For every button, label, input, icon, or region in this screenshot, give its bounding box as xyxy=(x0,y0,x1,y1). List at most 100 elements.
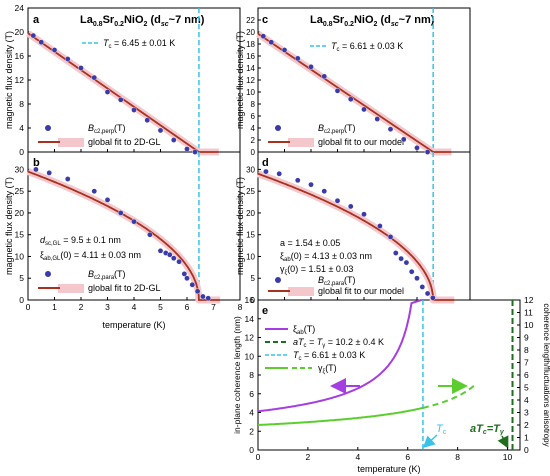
panel-b-ytick-label: 25 xyxy=(15,186,25,196)
panel-e-ytick-left-label: 14 xyxy=(245,314,255,324)
panel-e-ytick-left-label: 12 xyxy=(245,333,255,343)
panel-c-letter: c xyxy=(262,14,268,26)
left-ylabel-top: magnetic flux density (T) xyxy=(4,31,14,129)
panel-d-legend-dot xyxy=(275,277,281,283)
panel-b-xtick-label: 6 xyxy=(185,302,190,312)
panel-a-data-point xyxy=(184,146,190,152)
panel-b-data-point xyxy=(200,293,206,300)
panel-d-data-point xyxy=(398,255,404,262)
panel-c-legend-band xyxy=(288,138,314,147)
panel-d-ytick-label: 10 xyxy=(246,252,255,261)
panel-e-ylabel-left: in-plane coherence length (nm) xyxy=(232,316,242,434)
panel-c: c La0.8Sr0.2NiO2 (dsc~7 nm) Tc = 6.61 ± … xyxy=(257,7,471,153)
panel-c-ytick-label: 18 xyxy=(246,40,255,49)
panel-c-data-point xyxy=(294,55,301,62)
panel-b-legend-dot xyxy=(45,271,51,277)
panel-e-legend-gamma-label: γξ(T) xyxy=(318,363,337,375)
panel-a-data-point xyxy=(131,107,137,113)
panel-e-ytick-left-label: 8 xyxy=(249,370,254,380)
panel-d-data-point xyxy=(419,284,426,290)
panel-c-ytick-label: 22 xyxy=(246,16,255,25)
panel-b-annotation-xi: ξab,GL(0) = 4.11 ± 0.03 nm xyxy=(40,250,141,262)
panel-c-data-point xyxy=(374,116,381,122)
panel-e-ytick-right-label: 2 xyxy=(524,420,529,430)
panel-c-data-point xyxy=(387,126,394,132)
panel-a-frame xyxy=(27,7,241,153)
panel-d-data-point xyxy=(334,197,341,204)
panel-a-ytick-label: 12 xyxy=(15,75,25,85)
panel-b-ytick-label: 20 xyxy=(15,208,25,218)
panel-c-data-point xyxy=(321,73,328,80)
panel-e-ytick-right-label: 10 xyxy=(524,320,534,330)
panel-a-ytick-label: 0 xyxy=(19,147,24,157)
panel-c-data-point xyxy=(361,106,367,113)
panel-b-xtick-label: 7 xyxy=(211,302,216,312)
panel-c-fit-band xyxy=(256,30,452,156)
panel-d-data-point xyxy=(321,188,328,194)
panel-a-ytick-label: 24 xyxy=(15,3,25,13)
panel-b-xtick-label: 2 xyxy=(79,302,84,312)
panel-e-xtick-label: 2 xyxy=(306,452,311,462)
panel-d-data-point xyxy=(414,275,420,282)
panel-a-data-point xyxy=(64,56,71,62)
panel-c-ytick-label: 6 xyxy=(251,112,256,121)
panel-e-xtick-label: 6 xyxy=(405,452,410,462)
panel-e-letter: e xyxy=(262,305,268,317)
panel-b-legend-band xyxy=(58,284,84,293)
panel-a-data-point xyxy=(104,89,111,95)
panel-b-xtick-label: 4 xyxy=(132,302,137,312)
panel-d: d a = 1.54 ± 0.05 ξab(0) = 4.13 ± 0.03 n… xyxy=(257,151,471,301)
panel-d-fit-curve xyxy=(257,172,455,301)
panel-a-legend-fit-label: global fit to 2D-GL xyxy=(88,137,161,147)
panel-e-legend-xi-label: ξab(T) xyxy=(293,324,315,336)
panel-d-data-point xyxy=(377,223,383,229)
panel-b-data-point xyxy=(176,258,182,265)
panel-a-ytick-label: 16 xyxy=(15,51,25,61)
panel-d-fit-band xyxy=(255,170,455,304)
panel-e-xtick-label: 8 xyxy=(455,452,460,462)
panel-c-data-point xyxy=(414,144,420,151)
panel-e-ytick-right-label: 6 xyxy=(524,370,529,380)
panel-a-ytick-label: 8 xyxy=(19,99,24,109)
panel-e-legend-tc-label: Tc = 6.61 ± 0.03 K xyxy=(293,350,365,362)
panel-d-ytick-label: 0 xyxy=(251,296,256,305)
panel-d-data-point xyxy=(387,234,394,240)
left-ylabel-bottom: magnetic flux density (T) xyxy=(4,177,14,275)
panel-b-data-point xyxy=(104,197,111,203)
panel-e-ytick-right-label: 8 xyxy=(524,345,529,355)
panel-a-data-point xyxy=(78,65,84,71)
panel-d-ytick-label: 20 xyxy=(246,209,255,218)
panel-c-frame xyxy=(257,7,471,153)
panel-b-xtick-label: 1 xyxy=(52,302,57,312)
panel-b-xtick-label: 8 xyxy=(238,302,243,312)
panel-e-ytick-left-label: 4 xyxy=(249,408,254,418)
panel-e-gamma-extrapolation xyxy=(422,384,475,409)
panel-c-data-point xyxy=(281,47,288,53)
panel-b-ytick-label: 5 xyxy=(19,273,24,283)
panel-e-xi-curve xyxy=(257,299,422,413)
panel-b-data-point xyxy=(181,271,188,277)
panel-e-ytick-right-label: 9 xyxy=(524,333,529,343)
panel-a-data-point xyxy=(157,127,164,134)
panel-c-ytick-label: 14 xyxy=(246,64,255,73)
panel-c-ytick-label: 8 xyxy=(251,100,256,109)
panel-c-legend-fit-label: global fit to our model xyxy=(318,137,404,147)
panel-e-ytick-left-label: 6 xyxy=(249,389,254,399)
panel-b-xlabel: temperature (K) xyxy=(102,320,165,330)
panel-c-data-point xyxy=(334,88,341,94)
panel-a-data-point xyxy=(38,39,45,46)
panel-d-data-point xyxy=(408,268,415,275)
panel-b-ytick-label: 0 xyxy=(19,295,24,305)
panel-b-legend-fit-label: global fit to 2D-GL xyxy=(88,283,161,293)
panel-a-data-point xyxy=(91,74,98,81)
panel-d-letter: d xyxy=(262,157,269,169)
panel-c-data-point xyxy=(260,33,267,40)
panel-d-data-point xyxy=(294,177,301,184)
panel-d-annotation-a: a = 1.54 ± 0.05 xyxy=(280,238,340,248)
panel-b-data-point xyxy=(205,295,211,302)
panel-c-data-point xyxy=(308,64,314,70)
panel-e: e ξab(T) aTc = Tγ = 10.2 ± 0.4 K Tc = 6.… xyxy=(257,299,521,451)
panel-c-legend-dot-label: Bc2,perp(T) xyxy=(318,123,356,135)
panel-e-ytick-right-label: 4 xyxy=(524,395,529,405)
